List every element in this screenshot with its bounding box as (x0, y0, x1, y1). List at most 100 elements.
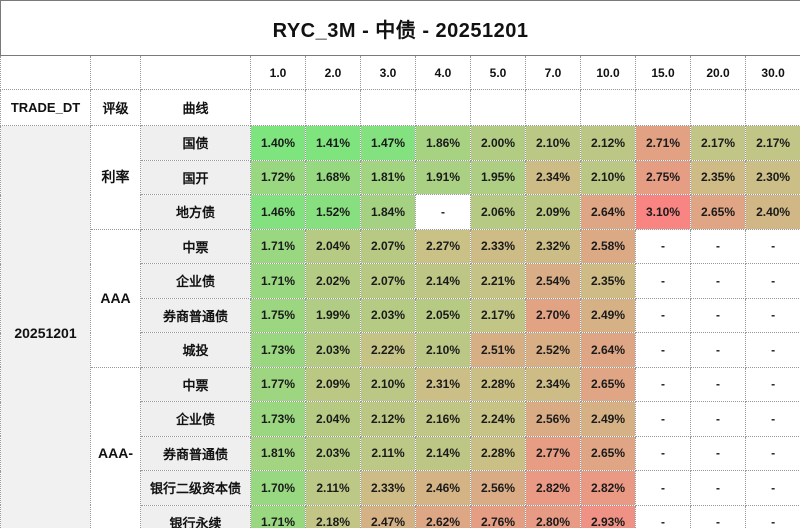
tenor-header-15y: 15.0 (635, 55, 691, 90)
value-cell: 2.35% (580, 263, 636, 299)
value-cell: 2.33% (470, 228, 526, 264)
value-cell: 2.32% (525, 228, 581, 264)
value-cell: 1.40% (250, 125, 306, 161)
value-cell: 2.33% (360, 470, 416, 506)
blank-cell (0, 55, 91, 90)
table-row: 银行二级资本债 1.70% 2.11% 2.33% 2.46% 2.56% 2.82% 2.8… (1, 470, 800, 506)
value-cell: 2.28% (470, 435, 526, 471)
value-cell: 2.35% (690, 159, 746, 195)
blank-cell (635, 89, 691, 126)
value-cell: 2.64% (580, 332, 636, 368)
value-cell: 2.02% (305, 263, 361, 299)
value-cell: 2.75% (635, 159, 691, 195)
blank-cell (360, 89, 416, 126)
value-cell: 2.64% (580, 194, 636, 230)
blank-cell (140, 55, 251, 90)
table-row: 券商普通债 1.81% 2.03% 2.11% 2.14% 2.28% 2.77% 2.65%… (1, 435, 800, 471)
table-row: 国开 1.72% 1.68% 1.81% 1.91% 1.95% 2.34% 2.10% 2.7… (1, 159, 800, 195)
title-row: RYC_3M - 中债 - 20251201 (0, 0, 800, 56)
value-cell: - (635, 332, 691, 368)
column-header-row: TRADE_DT 评级 曲线 (0, 89, 800, 126)
value-cell: 2.12% (580, 125, 636, 161)
value-cell: - (635, 504, 691, 528)
curve-label: 券商普通债 (140, 297, 251, 333)
value-cell: 2.17% (744, 125, 800, 161)
value-cell: - (690, 504, 746, 528)
curve-label: 中票 (140, 366, 251, 402)
curve-label: 中票 (140, 228, 251, 264)
tenor-header-3y: 3.0 (360, 55, 416, 90)
value-cell: 2.56% (470, 470, 526, 506)
value-cell: - (635, 401, 691, 437)
curve-label: 企业债 (140, 401, 251, 437)
value-cell: 2.34% (525, 366, 581, 402)
value-cell: 1.99% (305, 297, 361, 333)
value-cell: 2.77% (525, 435, 581, 471)
blank-cell (690, 89, 746, 126)
curve-label: 企业债 (140, 263, 251, 299)
value-cell: 1.46% (250, 194, 306, 230)
curve-header: 曲线 (140, 89, 251, 126)
value-cell: 2.62% (415, 504, 471, 528)
trade-dt-header: TRADE_DT (0, 89, 91, 126)
value-cell: 1.70% (250, 470, 306, 506)
value-cell: 2.05% (415, 297, 471, 333)
value-cell: - (744, 366, 800, 402)
value-cell: - (635, 470, 691, 506)
table-row: 20251201 利率 国债 1.40% 1.41% 1.47% 1.86% 2.00% 2.1… (0, 125, 800, 528)
value-cell: 1.77% (250, 366, 306, 402)
value-cell: 2.49% (580, 401, 636, 437)
value-cell: 2.47% (360, 504, 416, 528)
value-cell: 1.91% (415, 159, 471, 195)
curve-label: 城投 (140, 332, 251, 368)
value-cell: 2.03% (305, 435, 361, 471)
value-cell: 3.10% (635, 194, 691, 230)
table-row: 企业债 1.73% 2.04% 2.12% 2.16% 2.24% 2.56% 2.49% - -… (1, 401, 800, 437)
value-cell: - (635, 228, 691, 264)
blank-cell (415, 89, 471, 126)
value-cell: 1.84% (360, 194, 416, 230)
value-cell: 1.73% (250, 332, 306, 368)
table-body: 20251201 利率 国债 1.40% 1.41% 1.47% 1.86% 2.00% 2.1… (0, 125, 800, 528)
blank-cell (250, 89, 306, 126)
value-cell: 2.12% (360, 401, 416, 437)
value-cell: 2.07% (360, 228, 416, 264)
value-cell: - (744, 263, 800, 299)
value-cell: - (744, 435, 800, 471)
value-cell: 2.82% (525, 470, 581, 506)
rating-cell: AAA (90, 228, 141, 368)
tenor-header-30y: 30.0 (744, 55, 800, 90)
value-cell: 2.76% (470, 504, 526, 528)
value-cell: - (690, 401, 746, 437)
value-cell: 2.27% (415, 228, 471, 264)
value-cell: - (744, 297, 800, 333)
blank-cell (90, 55, 141, 90)
value-cell: 1.81% (360, 159, 416, 195)
value-cell: 2.16% (415, 401, 471, 437)
value-cell: 1.71% (250, 228, 306, 264)
tenor-header-20y: 20.0 (690, 55, 746, 90)
value-cell: 2.17% (470, 297, 526, 333)
curve-label: 地方债 (140, 194, 251, 230)
value-cell: 2.06% (470, 194, 526, 230)
curve-label: 国债 (140, 125, 251, 161)
page-title: RYC_3M - 中债 - 20251201 (0, 0, 800, 56)
value-cell: 2.17% (690, 125, 746, 161)
value-cell: 2.10% (360, 366, 416, 402)
value-cell: 2.34% (525, 159, 581, 195)
value-cell: 2.07% (360, 263, 416, 299)
value-cell: 2.49% (580, 297, 636, 333)
value-cell: - (744, 332, 800, 368)
table-row: 城投 1.73% 2.03% 2.22% 2.10% 2.51% 2.52% 2.64% - - - (1, 332, 800, 368)
value-cell: - (690, 470, 746, 506)
value-cell: 2.11% (305, 470, 361, 506)
curve-label: 银行永续 (140, 504, 251, 528)
value-cell: 1.41% (305, 125, 361, 161)
value-cell: - (635, 297, 691, 333)
value-cell: 1.86% (415, 125, 471, 161)
value-cell: 2.80% (525, 504, 581, 528)
value-cell: 2.00% (470, 125, 526, 161)
curve-label: 券商普通债 (140, 435, 251, 471)
curve-label: 银行二级资本债 (140, 470, 251, 506)
